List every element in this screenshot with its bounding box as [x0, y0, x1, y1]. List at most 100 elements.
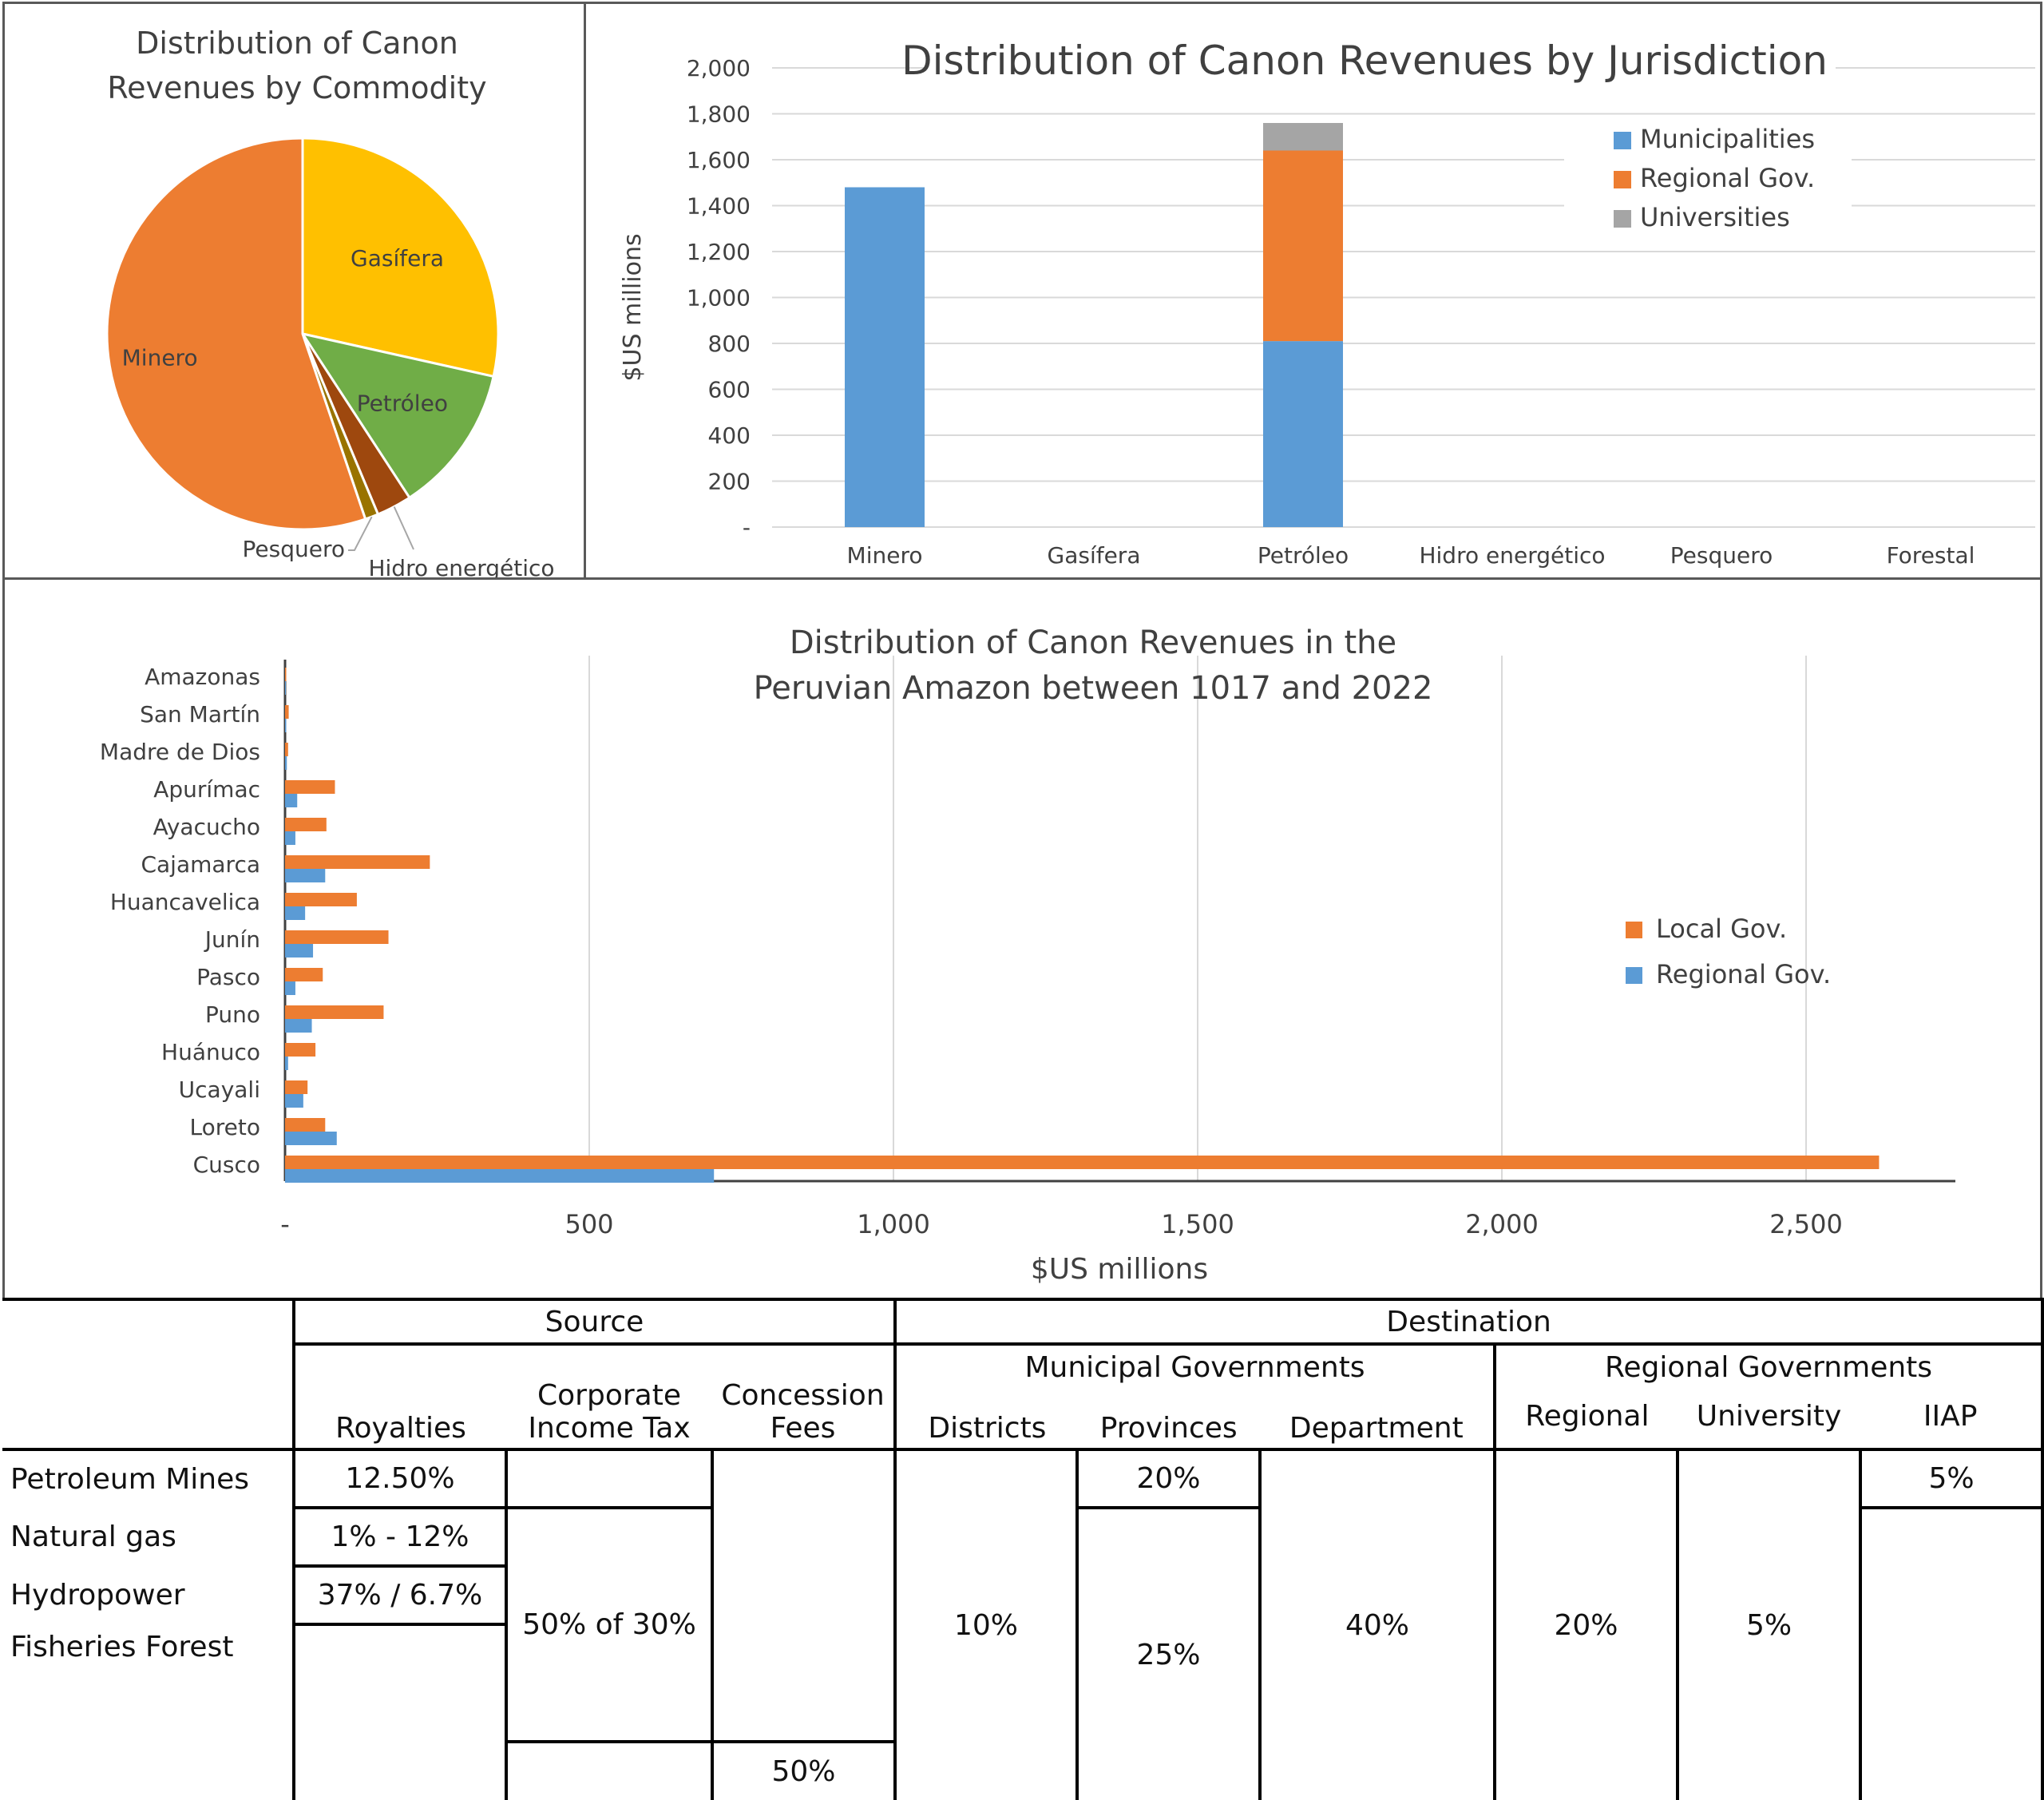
amz-category-label: Amazonas	[145, 664, 260, 690]
col-cit-line-2: Income Tax	[528, 1412, 691, 1445]
cit-value: 50% of 30%	[506, 1506, 714, 1743]
col-cit-line-1: Corporate	[537, 1379, 681, 1412]
jur-ytick-label: 400	[708, 422, 751, 449]
university-value: 5%	[1678, 1448, 1863, 1800]
amz-category-label: Loreto	[190, 1114, 260, 1140]
amz-legend-swatch-local-gov	[1626, 922, 1642, 938]
royalties-petroleum: 12.50%	[292, 1448, 508, 1509]
iiap-empty-cell	[1860, 1508, 2044, 1800]
jur-xtick-label: Minero	[847, 542, 923, 569]
pie-label-pesquero: Pesquero	[243, 536, 345, 562]
amz-bar-amazonas-local-gov	[285, 668, 287, 681]
pie-title-line-1: Distribution of Canon	[136, 26, 458, 61]
municipal-governments-header: Municipal Governments	[1024, 1351, 1365, 1384]
amz-bar-ayacucho-local-gov	[285, 818, 327, 831]
amazon-x-axis-label: $US millions	[1031, 1253, 1208, 1286]
amazon-chart-title-line-2: Peruvian Amazon between 1017 and 2022	[754, 670, 1433, 707]
jur-ytick-label: 1,600	[687, 147, 751, 173]
amz-category-label: Huánuco	[161, 1039, 260, 1065]
amz-bar-pasco-regional-gov	[285, 981, 295, 995]
amz-bar-madre-de-dios-local-gov	[285, 743, 288, 756]
amazon-bar-chart: Amazonas San Martín Madre de Dios Apurímac A…	[100, 624, 1955, 1286]
royalties-natural-gas: 1% - 12%	[292, 1508, 508, 1568]
table-source-header: Source	[291, 1298, 896, 1346]
table-destination-header: Destination	[893, 1298, 2044, 1346]
amz-bar-huancavelica-local-gov	[285, 893, 357, 906]
jur-bar-petroleo-regional-gov	[1263, 150, 1343, 342]
amz-bar-apurimac-regional-gov	[285, 794, 298, 807]
jur-ytick-label: 1,400	[687, 193, 751, 220]
jur-xtick-label: Gasífera	[1048, 542, 1141, 569]
col-corporate-income-tax: Corporate Income Tax	[506, 1344, 712, 1449]
amz-category-label: San Martín	[140, 701, 260, 728]
jur-legend-label-municipalities: Municipalities	[1640, 124, 1815, 154]
amz-bar-huanuco-local-gov	[285, 1043, 316, 1057]
fees-empty-cell	[712, 1448, 897, 1743]
pie-title-line-2: Revenues by Commodity	[107, 70, 486, 105]
regional-governments-header: Regional Governments	[1605, 1351, 1933, 1384]
amz-bar-pasco-local-gov	[285, 968, 323, 981]
pie-leader-hidro-energetico	[393, 506, 414, 550]
amz-bar-loreto-regional-gov	[285, 1132, 337, 1145]
iiap-value: 5%	[1860, 1448, 2044, 1509]
col-iiap: IIAP	[1923, 1399, 1978, 1433]
provinces-value-bottom: 25%	[1136, 1638, 1201, 1671]
col-districts: Districts	[928, 1412, 1047, 1445]
amz-category-label: Madre de Dios	[100, 739, 260, 765]
jur-xtick-label: Petróleo	[1258, 542, 1349, 569]
amz-category-label: Puno	[205, 1001, 260, 1028]
amz-bar-junin-local-gov	[285, 930, 389, 944]
jur-ytick-label: 2,000	[687, 55, 751, 81]
pie-slice-gasifera	[301, 137, 500, 379]
amz-category-label: Ucayali	[179, 1076, 260, 1103]
col-university: University	[1696, 1399, 1842, 1433]
amz-category-label: Cajamarca	[141, 851, 260, 878]
jur-legend-swatch-universities	[1614, 210, 1631, 228]
col-concession-fees: Concession Fees	[712, 1344, 895, 1449]
jur-ytick-label: -	[743, 514, 751, 541]
canon-table: Source Destination Royalties Corporate In…	[2, 1298, 2044, 1800]
amz-xtick-label: 500	[564, 1209, 613, 1239]
amz-xtick-label: -	[280, 1209, 290, 1239]
amz-xtick-label: 2,500	[1769, 1209, 1843, 1239]
amz-bar-cajamarca-regional-gov	[285, 869, 326, 882]
amz-bar-apurimac-local-gov	[285, 780, 335, 794]
amz-bar-huancavelica-regional-gov	[285, 906, 306, 920]
amz-bar-cajamarca-local-gov	[285, 855, 430, 869]
provinces-value-top: 20%	[1077, 1448, 1261, 1509]
amz-bar-loreto-local-gov	[285, 1118, 326, 1132]
row-hydropower: Hydropower	[10, 1579, 185, 1612]
row-petroleum-mines: Petroleum Mines	[2, 1448, 294, 1508]
jur-ytick-label: 600	[708, 377, 751, 403]
table-corner-cell	[2, 1298, 294, 1449]
royalties-hydropower: 37% / 6.7%	[292, 1566, 508, 1626]
department-value: 40%	[1258, 1448, 1497, 1800]
amz-bar-san-martin-local-gov	[285, 705, 289, 719]
jur-xtick-label: Pesquero	[1670, 542, 1773, 569]
jurisdiction-y-axis-label: $US millions	[619, 233, 647, 381]
pie-label-minero: Minero	[122, 344, 198, 371]
amz-xtick-label: 2,000	[1465, 1209, 1539, 1239]
pie-slice-minero	[105, 137, 367, 531]
jur-ytick-label: 800	[708, 331, 751, 357]
regional-value: 20%	[1495, 1448, 1680, 1800]
amz-bar-puno-regional-gov	[285, 1019, 312, 1033]
row-fisheries-forest: Fisheries Forest	[10, 1631, 234, 1663]
jur-ytick-label: 200	[708, 469, 751, 495]
amz-legend-label-local-gov: Local Gov.	[1656, 914, 1787, 944]
jur-legend-swatch-municipalities	[1614, 132, 1631, 149]
amz-bar-cusco-regional-gov	[285, 1169, 715, 1183]
jur-legend-label-regional-gov: Regional Gov.	[1640, 163, 1815, 193]
col-fees-line-2: Fees	[770, 1412, 836, 1445]
col-fees-line-1: Concession	[721, 1379, 885, 1412]
amazon-chart-panel: Amazonas San Martín Madre de Dios Apurímac A…	[2, 577, 2042, 1299]
row-label-empty	[2, 1742, 294, 1800]
amz-bar-madre-de-dios-regional-gov	[285, 756, 287, 770]
pie-label-hidro-energetico: Hidro energético	[368, 555, 554, 581]
jur-bar-petroleo-municipalities	[1263, 341, 1343, 527]
jurisdiction-bar-chart: - 200 400 600 800 1,000 1,200 1,400 1,600 1,800 2,…	[619, 36, 2035, 569]
jur-bar-minero-municipalities	[845, 187, 925, 527]
jur-xtick-label: Forestal	[1887, 542, 1975, 569]
amz-bar-puno-local-gov	[285, 1005, 384, 1019]
amz-bar-san-martin-regional-gov	[285, 719, 287, 732]
